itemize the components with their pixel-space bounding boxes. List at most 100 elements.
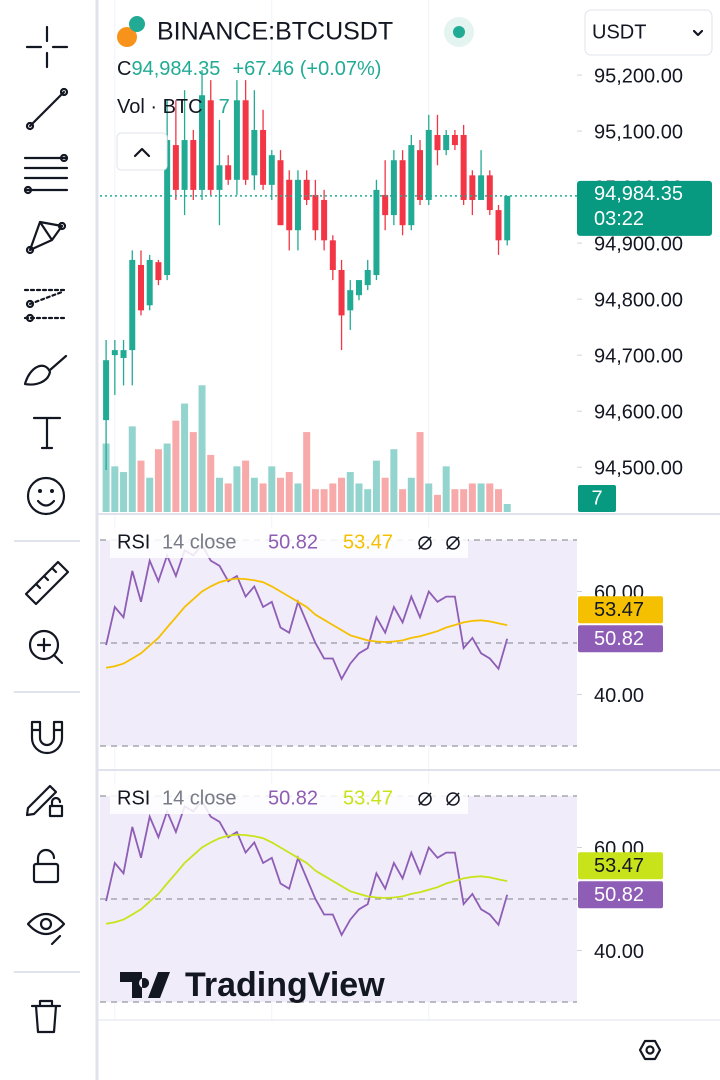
lock-drawings-tool[interactable]	[25, 784, 64, 818]
brush-tool[interactable]	[23, 354, 68, 386]
candle-body	[181, 140, 188, 190]
currency[interactable]: USDT	[592, 21, 646, 43]
legend-value: 53.47	[343, 531, 393, 553]
last-price-box	[577, 180, 712, 236]
volume-bar	[189, 432, 197, 512]
y-tick-label: 94,700.00	[594, 345, 683, 367]
emoji-tool[interactable]	[26, 476, 66, 516]
volume-bar	[503, 504, 511, 512]
volume-bar	[320, 489, 328, 512]
hide-icon	[446, 792, 460, 806]
candle-body	[286, 179, 293, 231]
candle-body	[347, 290, 354, 311]
candle-body	[155, 262, 162, 281]
candle-body	[443, 135, 450, 151]
zoom-tool[interactable]	[28, 629, 64, 665]
rsi-line	[105, 577, 508, 669]
volume-bar	[198, 385, 206, 512]
legend-bg	[110, 528, 468, 558]
candle-body	[260, 129, 267, 185]
volume-bar	[154, 449, 162, 512]
hide-icon	[418, 792, 432, 806]
ruler-tool[interactable]	[24, 560, 70, 606]
candle-body	[329, 240, 336, 271]
indicator-params: 14 close	[162, 787, 237, 809]
candle-body	[504, 195, 511, 241]
volume-bar	[338, 477, 346, 512]
candle-body	[164, 140, 171, 276]
volume-bar	[311, 489, 319, 512]
volume-bar	[372, 460, 380, 512]
indicator-title: RSI	[117, 787, 150, 809]
rsi-line	[105, 543, 509, 682]
candle-body	[207, 100, 214, 190]
fib-tool[interactable]	[23, 153, 69, 195]
candle-body	[382, 194, 389, 216]
watermark: TradingView	[120, 966, 385, 1004]
value-box-label: 50.82	[594, 884, 644, 906]
volume-bar	[477, 483, 485, 512]
candle-body	[390, 160, 397, 216]
value-box-label: 53.47	[594, 855, 644, 877]
volume-bar	[146, 477, 154, 512]
value-box	[578, 625, 663, 653]
candle-body	[294, 179, 301, 231]
dropdown-arrow	[692, 29, 704, 37]
lock-tool[interactable]	[32, 848, 60, 884]
candle-body	[242, 100, 249, 180]
text-tool[interactable]	[32, 416, 62, 450]
indicator-title: RSI	[117, 531, 150, 553]
legend-value: 53.47	[343, 787, 393, 809]
volume-bar	[460, 489, 468, 512]
value-box-label: 50.82	[594, 628, 644, 650]
magnet-tool[interactable]	[30, 720, 64, 755]
hide-icon	[418, 792, 432, 806]
candle-body	[451, 135, 458, 146]
volume-bar	[181, 403, 189, 512]
volume-box	[578, 485, 616, 512]
volume-bar	[468, 483, 476, 512]
delete-tool[interactable]	[30, 999, 62, 1034]
hide-icon	[418, 536, 432, 550]
pattern-tool[interactable]	[25, 220, 67, 255]
candle-body	[355, 280, 362, 296]
exchange-icon	[129, 16, 145, 32]
visibility-tool[interactable]	[26, 912, 66, 946]
value-box	[578, 596, 663, 624]
ohlc-label: C94,984.35 +67.46 (+0.07%)	[117, 58, 381, 80]
indicator-params: 14 close	[162, 531, 237, 553]
volume-bar	[224, 483, 232, 512]
candle-body	[417, 150, 424, 200]
volume-bar	[346, 472, 354, 512]
collapse-button[interactable]	[116, 132, 168, 171]
volume-legend: Vol · BTC 7	[117, 96, 230, 118]
legend-value: 50.82	[268, 531, 318, 553]
candle-body	[399, 160, 406, 226]
volume-bar	[242, 460, 250, 512]
candle-body	[277, 160, 284, 226]
candle-body	[146, 259, 153, 306]
candle-body	[338, 270, 345, 316]
watermark-text: TradingView	[185, 966, 385, 1004]
candle-body	[111, 350, 118, 356]
candle-body	[469, 175, 476, 200]
value-box	[578, 852, 663, 880]
collapse-arrow	[133, 147, 151, 158]
candle-body	[225, 165, 232, 180]
trend-line-tool[interactable]	[25, 87, 69, 131]
currency-select[interactable]	[584, 9, 713, 56]
volume-bar	[259, 483, 267, 512]
volume-bar	[207, 454, 215, 512]
volume-bar	[433, 494, 441, 512]
candle-body	[425, 129, 432, 200]
volume-bar	[407, 477, 415, 512]
crosshair-tool[interactable]	[25, 25, 69, 69]
volume-bar	[486, 483, 494, 512]
symbol[interactable]: BINANCE:BTCUSDT	[157, 18, 393, 46]
settings[interactable]	[638, 1039, 662, 1061]
candle-body	[434, 135, 441, 151]
candle-body	[199, 95, 206, 190]
prediction-tool[interactable]	[23, 288, 69, 323]
volume-bar	[285, 472, 293, 512]
y-tick-label: 40.00	[594, 941, 644, 963]
